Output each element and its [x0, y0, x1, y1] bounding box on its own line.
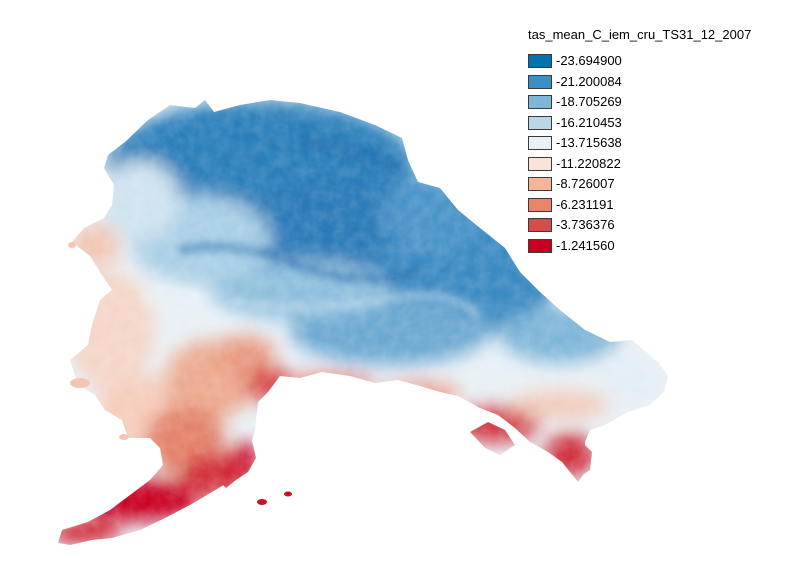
- legend-title: tas_mean_C_iem_cru_TS31_12_2007: [528, 27, 752, 42]
- legend-item: -6.231191: [528, 195, 751, 216]
- legend-item: -3.736376: [528, 215, 751, 236]
- legend-item: -23.694900: [528, 51, 751, 72]
- legend-label: -16.210453: [556, 114, 622, 130]
- map-legend: tas_mean_C_iem_cru_TS31_12_2007 -23.6949…: [528, 26, 751, 256]
- legend-swatch: [528, 54, 552, 69]
- legend-swatch: [528, 218, 552, 233]
- legend-swatch: [528, 95, 552, 110]
- legend-swatch: [528, 238, 552, 253]
- legend-item: -13.715638: [528, 133, 751, 154]
- legend-item: -16.210453: [528, 113, 751, 134]
- legend-label: -3.736376: [556, 217, 615, 233]
- legend-item: -1.241560: [528, 236, 751, 257]
- legend-item: -21.200084: [528, 72, 751, 93]
- legend-item: -18.705269: [528, 92, 751, 113]
- legend-label: -21.200084: [556, 73, 622, 89]
- legend-label: -18.705269: [556, 94, 622, 110]
- legend-item: -8.726007: [528, 174, 751, 195]
- legend-items: -23.694900 -21.200084 -18.705269 -16.210453…: [528, 51, 751, 256]
- legend-swatch: [528, 156, 552, 171]
- legend-label: -11.220822: [556, 155, 621, 171]
- legend-swatch: [528, 74, 552, 89]
- legend-label: -6.231191: [556, 196, 614, 212]
- legend-label: -23.694900: [556, 53, 622, 69]
- legend-swatch: [528, 177, 552, 192]
- legend-label: -13.715638: [556, 135, 622, 151]
- legend-item: -11.220822: [528, 154, 751, 175]
- legend-swatch: [528, 197, 552, 212]
- legend-swatch: [528, 136, 552, 151]
- legend-label: -8.726007: [556, 176, 615, 192]
- legend-label: -1.241560: [556, 237, 615, 253]
- legend-swatch: [528, 115, 552, 130]
